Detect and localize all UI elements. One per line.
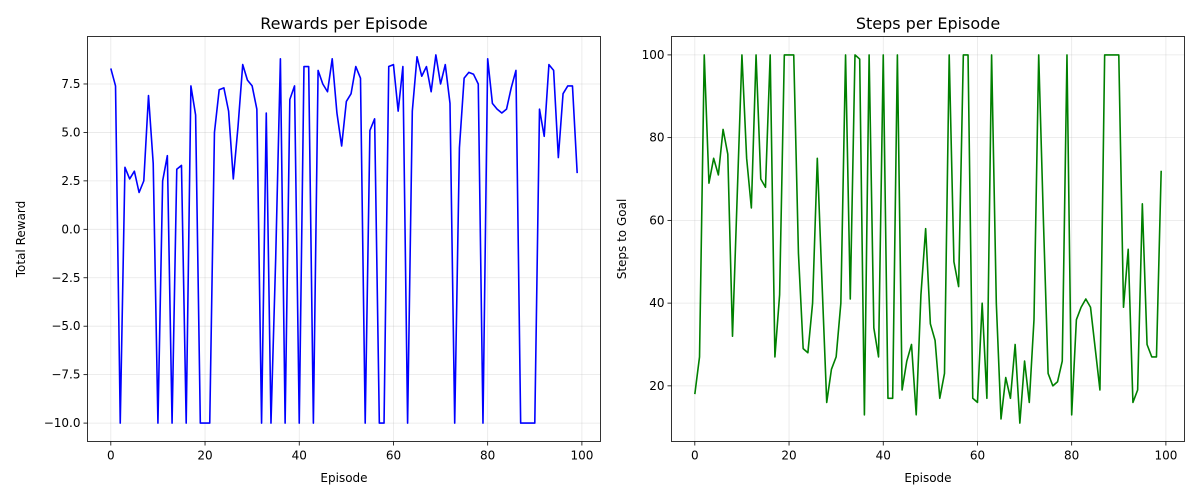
steps-chart: 0 20 40 60 80 100 20 40 60 80 100 Steps per Episod… bbox=[615, 14, 1185, 485]
rewards-x-tick-label: 20 bbox=[197, 449, 212, 463]
rewards-series bbox=[110, 54, 578, 424]
rewards-title: Rewards per Episode bbox=[260, 14, 428, 33]
steps-y-tick-label: 20 bbox=[649, 379, 664, 393]
rewards-y-tick-label: −7.5 bbox=[51, 368, 80, 382]
rewards-ticks: 0 20 40 60 80 100 −10.0 −7.5 −5.0 −2.5 0.0 2.5 5.0 7.… bbox=[44, 77, 594, 463]
steps-series-line bbox=[694, 54, 1162, 424]
rewards-chart: 0 20 40 60 80 100 −10.0 −7.5 −5.0 −2.5 0.0 2.5 5.0 7.… bbox=[14, 14, 601, 485]
steps-x-tick-label: 20 bbox=[781, 449, 796, 463]
steps-y-tick-label: 100 bbox=[642, 48, 665, 62]
rewards-x-tick-label: 40 bbox=[292, 449, 307, 463]
steps-y-tick-label: 60 bbox=[649, 213, 664, 227]
steps-x-axis-label: Episode bbox=[904, 471, 951, 485]
rewards-x-axis-label: Episode bbox=[320, 471, 367, 485]
rewards-y-tick-label: −10.0 bbox=[44, 416, 81, 430]
rewards-y-tick-label: 2.5 bbox=[61, 174, 80, 188]
steps-y-tick-label: 40 bbox=[649, 296, 664, 310]
steps-x-tick-label: 80 bbox=[1064, 449, 1079, 463]
rewards-y-tick-label: −2.5 bbox=[51, 271, 80, 285]
rewards-plot-area bbox=[87, 36, 601, 442]
steps-y-tick-label: 80 bbox=[649, 131, 664, 145]
steps-x-tick-label: 100 bbox=[1154, 449, 1177, 463]
rewards-y-axis-label: Total Reward bbox=[14, 201, 28, 279]
rewards-x-tick-label: 80 bbox=[480, 449, 495, 463]
steps-title: Steps per Episode bbox=[856, 14, 1000, 33]
rewards-y-tick-label: −5.0 bbox=[51, 319, 80, 333]
rewards-x-tick-label: 100 bbox=[570, 449, 593, 463]
rewards-grid bbox=[87, 36, 601, 442]
rewards-y-tick-label: 0.0 bbox=[61, 222, 80, 236]
steps-series bbox=[694, 54, 1162, 424]
steps-y-axis-label: Steps to Goal bbox=[615, 199, 629, 280]
rewards-y-tick-label: 7.5 bbox=[61, 77, 80, 91]
rewards-x-tick-label: 60 bbox=[386, 449, 401, 463]
steps-x-tick-label: 0 bbox=[691, 449, 699, 463]
steps-ticks: 0 20 40 60 80 100 20 40 60 80 100 bbox=[642, 48, 1178, 463]
rewards-x-tick-label: 0 bbox=[107, 449, 115, 463]
steps-x-tick-label: 40 bbox=[876, 449, 891, 463]
steps-plot-area bbox=[671, 36, 1185, 442]
rewards-y-tick-label: 5.0 bbox=[61, 125, 80, 139]
rewards-series-line bbox=[110, 54, 578, 424]
steps-x-tick-label: 60 bbox=[970, 449, 985, 463]
